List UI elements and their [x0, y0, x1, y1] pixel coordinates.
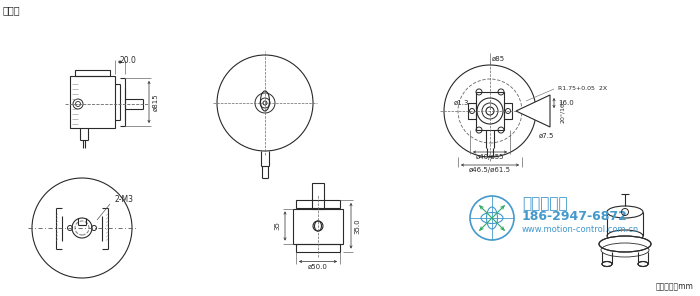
Text: ø85: ø85 — [491, 56, 505, 62]
Text: ø7.5: ø7.5 — [538, 133, 554, 139]
Text: ø40/ø55: ø40/ø55 — [476, 154, 504, 160]
Text: 尺寸單位：mm: 尺寸單位：mm — [655, 282, 693, 291]
Ellipse shape — [602, 261, 612, 266]
Bar — [296, 200, 340, 208]
Ellipse shape — [607, 230, 643, 242]
Text: 16.0: 16.0 — [558, 100, 574, 106]
Bar — [75, 70, 110, 76]
Text: R1.75+0.05  2X: R1.75+0.05 2X — [558, 86, 607, 91]
Text: 西安德伍拓: 西安德伍拓 — [522, 197, 568, 212]
Text: 20.0: 20.0 — [120, 56, 136, 65]
Text: 2-M3: 2-M3 — [114, 195, 133, 205]
Bar — [468, 103, 476, 119]
Bar — [296, 244, 340, 252]
Text: 35.0: 35.0 — [354, 218, 360, 234]
Polygon shape — [516, 95, 550, 127]
Text: 35: 35 — [274, 222, 280, 231]
Bar — [312, 183, 324, 208]
Bar — [476, 92, 504, 130]
Text: ø815: ø815 — [153, 93, 159, 111]
Text: ø1.3: ø1.3 — [454, 100, 470, 106]
Text: 20°/16°: 20°/16° — [560, 99, 565, 123]
Text: ø46.5/ø61.5: ø46.5/ø61.5 — [469, 167, 511, 173]
Bar — [293, 208, 343, 244]
Text: www.motion-control.com.cn: www.motion-control.com.cn — [522, 224, 639, 234]
Text: 186-2947-6872: 186-2947-6872 — [522, 210, 628, 223]
Ellipse shape — [638, 261, 648, 266]
Ellipse shape — [599, 236, 651, 252]
Bar — [504, 103, 512, 119]
Text: 盲孔軸: 盲孔軸 — [3, 5, 20, 15]
Bar — [70, 76, 115, 128]
Text: ø50.0: ø50.0 — [308, 263, 328, 269]
